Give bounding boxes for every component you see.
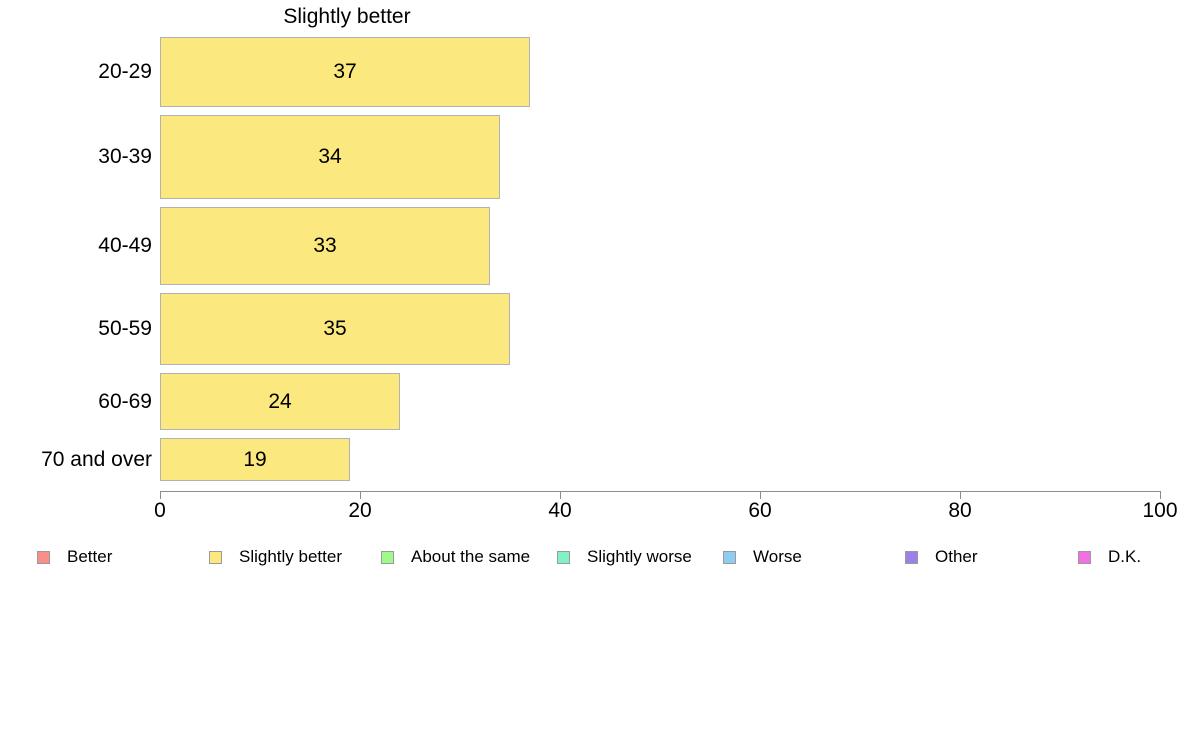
x-axis-tick-label: 80 <box>948 499 972 522</box>
category-label: 40-49 <box>98 234 152 257</box>
x-axis-tick <box>560 492 561 499</box>
bar: 24 <box>160 373 400 430</box>
bar: 37 <box>160 37 530 107</box>
category-label: 60-69 <box>98 389 152 413</box>
x-axis-tick <box>760 492 761 499</box>
x-axis-tick-label: 100 <box>1142 499 1178 522</box>
legend-swatch-icon <box>557 550 570 564</box>
x-axis-tick <box>1160 492 1161 499</box>
chart-row: 50-59 35 <box>0 293 1188 365</box>
x-axis-tick <box>360 492 361 499</box>
chart-row: 30-39 34 <box>0 115 1188 199</box>
legend-swatch-icon <box>209 550 222 564</box>
bar: 35 <box>160 293 510 365</box>
chart-row: 20-29 37 <box>0 37 1188 107</box>
x-axis-tick <box>160 492 161 499</box>
bar: 34 <box>160 115 500 199</box>
legend-label: Other <box>935 547 978 566</box>
chart-row: 70 and over 19 <box>0 438 1188 481</box>
legend-swatch-icon <box>723 550 736 564</box>
legend-item: About the same <box>381 547 531 566</box>
legend-label: Slightly better <box>239 547 342 566</box>
bar: 19 <box>160 438 350 481</box>
chart-title: Slightly better <box>283 5 411 28</box>
category-label: 70 and over <box>41 447 152 471</box>
x-axis-tick <box>960 492 961 499</box>
legend-label: Worse <box>753 547 802 566</box>
category-label: 50-59 <box>98 317 152 340</box>
legend-swatch-icon <box>905 550 918 564</box>
legend-item: Slightly better <box>209 547 342 566</box>
legend-item: Other <box>905 547 978 566</box>
x-axis-tick-label: 20 <box>348 499 372 522</box>
legend-item: Worse <box>723 547 802 566</box>
legend-label: D.K. <box>1108 547 1142 566</box>
x-axis-tick-label: 0 <box>154 499 166 522</box>
legend-item: D.K. <box>1078 547 1142 566</box>
x-axis-line <box>160 491 1161 492</box>
category-label: 30-39 <box>98 145 152 168</box>
category-label: 20-29 <box>98 60 152 83</box>
legend-label: About the same <box>411 547 531 566</box>
legend-swatch-icon <box>1078 550 1091 564</box>
bar: 33 <box>160 207 490 285</box>
legend-label: Better <box>67 547 113 566</box>
legend-swatch-icon <box>381 550 394 564</box>
x-axis-tick-label: 40 <box>548 499 572 522</box>
legend-item: Slightly worse <box>557 547 692 566</box>
x-axis-tick-label: 60 <box>748 499 772 522</box>
chart-row: 40-49 33 <box>0 207 1188 285</box>
legend-label: Slightly worse <box>587 547 692 566</box>
legend-item: Better <box>37 547 113 566</box>
chart-row: 60-69 24 <box>0 373 1188 430</box>
legend-swatch-icon <box>37 550 50 564</box>
